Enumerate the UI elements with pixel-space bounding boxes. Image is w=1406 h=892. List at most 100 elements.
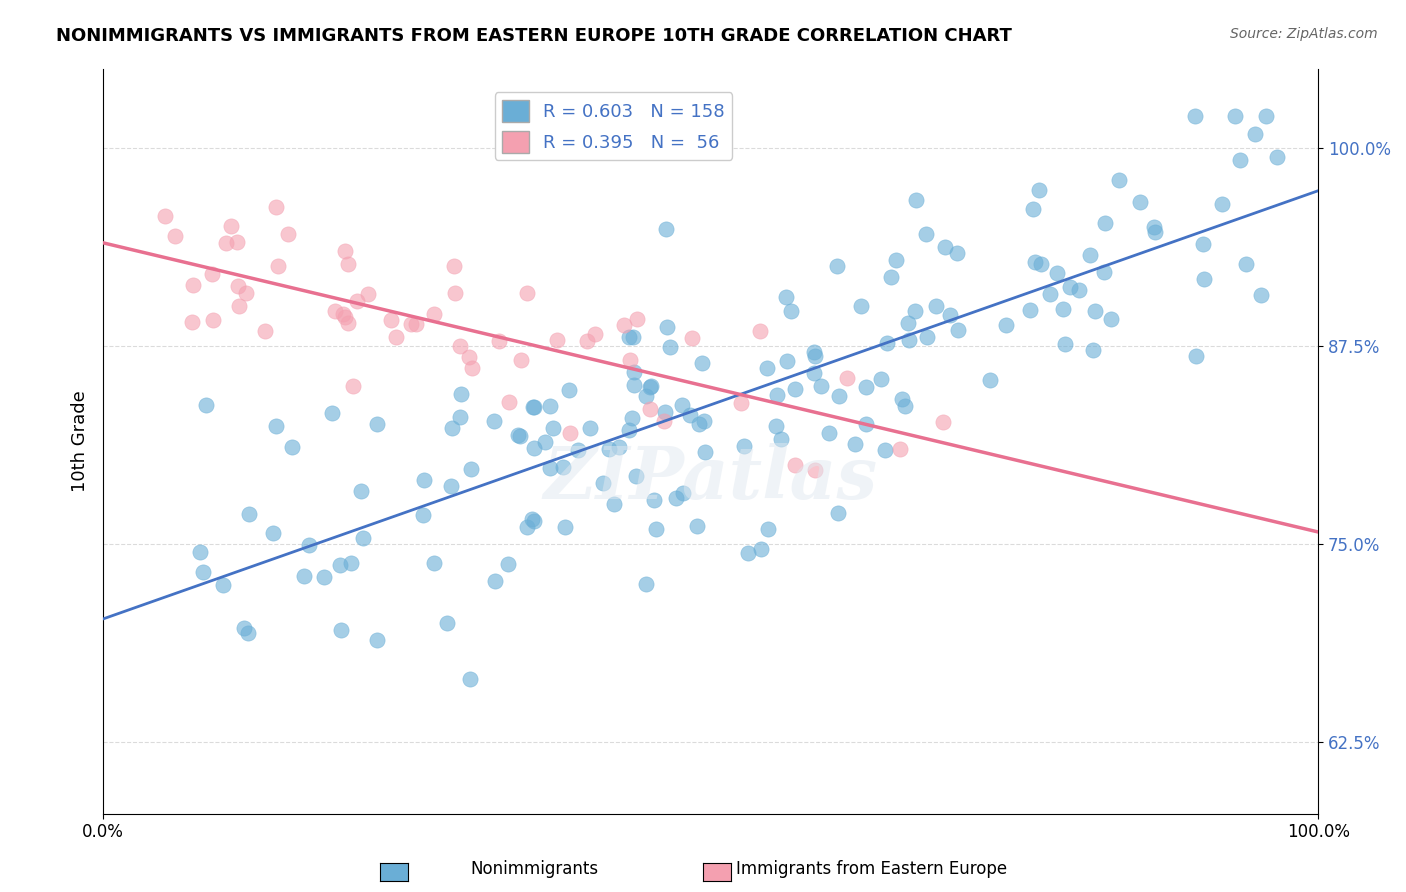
Point bbox=[640, 379, 662, 393]
Point bbox=[523, 441, 546, 455]
Point bbox=[236, 625, 259, 640]
Point bbox=[484, 574, 506, 589]
Point bbox=[844, 437, 866, 451]
Point bbox=[855, 417, 877, 431]
Point bbox=[298, 538, 321, 552]
Point bbox=[461, 361, 484, 376]
Point bbox=[352, 531, 374, 545]
Point bbox=[1099, 311, 1122, 326]
Text: NONIMMIGRANTS VS IMMIGRANTS FROM EASTERN EUROPE 10TH GRADE CORRELATION CHART: NONIMMIGRANTS VS IMMIGRANTS FROM EASTERN… bbox=[56, 27, 1012, 45]
Point bbox=[785, 458, 807, 473]
Point bbox=[1021, 202, 1043, 216]
Point bbox=[904, 304, 927, 318]
Point bbox=[623, 377, 645, 392]
Point bbox=[855, 379, 877, 393]
Point bbox=[1185, 349, 1208, 363]
Point bbox=[553, 459, 575, 474]
Point bbox=[233, 621, 256, 635]
Point bbox=[1108, 173, 1130, 187]
Point bbox=[619, 353, 641, 368]
Point bbox=[780, 304, 803, 318]
Point bbox=[323, 303, 346, 318]
Point bbox=[538, 461, 561, 475]
Point bbox=[541, 420, 564, 434]
Point bbox=[1223, 109, 1246, 123]
Point bbox=[672, 486, 695, 500]
Point bbox=[554, 520, 576, 534]
Point bbox=[638, 380, 661, 394]
Point bbox=[336, 316, 359, 330]
Point bbox=[890, 392, 912, 406]
Point bbox=[1081, 343, 1104, 358]
Point bbox=[443, 286, 465, 301]
Text: Immigrants from Eastern Europe: Immigrants from Eastern Europe bbox=[737, 860, 1007, 878]
Point bbox=[810, 378, 832, 392]
Point bbox=[488, 334, 510, 348]
Point bbox=[264, 418, 287, 433]
Point bbox=[292, 568, 315, 582]
Point bbox=[636, 389, 658, 403]
Point bbox=[509, 429, 531, 443]
Point bbox=[671, 398, 693, 412]
Point bbox=[766, 388, 789, 402]
Point bbox=[215, 235, 238, 250]
Point bbox=[873, 443, 896, 458]
Point bbox=[330, 624, 353, 638]
Point bbox=[880, 269, 903, 284]
Point bbox=[897, 316, 920, 330]
Point bbox=[1019, 302, 1042, 317]
Y-axis label: 10th Grade: 10th Grade bbox=[72, 390, 89, 491]
Point bbox=[748, 324, 770, 338]
Point bbox=[219, 219, 242, 234]
Point bbox=[946, 246, 969, 260]
Point bbox=[607, 440, 630, 454]
Text: ZIPatlas: ZIPatlas bbox=[544, 442, 877, 514]
Point bbox=[803, 345, 825, 359]
Point bbox=[849, 299, 872, 313]
Point bbox=[869, 372, 891, 386]
Point bbox=[776, 354, 799, 368]
Point bbox=[932, 415, 955, 429]
Point bbox=[321, 406, 343, 420]
Point bbox=[592, 476, 614, 491]
Point bbox=[1143, 220, 1166, 235]
Point bbox=[818, 426, 841, 441]
Point bbox=[624, 468, 647, 483]
Point bbox=[350, 483, 373, 498]
Point bbox=[1184, 109, 1206, 123]
Point bbox=[623, 365, 645, 379]
Point bbox=[693, 414, 716, 428]
Point bbox=[412, 508, 434, 522]
Point bbox=[658, 340, 681, 354]
Point bbox=[201, 267, 224, 281]
Point bbox=[496, 557, 519, 571]
Point bbox=[679, 409, 702, 423]
Point bbox=[153, 209, 176, 223]
Point bbox=[340, 556, 363, 570]
Point bbox=[538, 400, 561, 414]
Point bbox=[765, 418, 787, 433]
Point bbox=[332, 308, 354, 322]
Point bbox=[510, 352, 533, 367]
Point bbox=[1029, 257, 1052, 271]
Point bbox=[449, 339, 471, 353]
Point bbox=[617, 423, 640, 437]
Point bbox=[405, 317, 427, 331]
Point bbox=[654, 405, 676, 419]
Point bbox=[228, 299, 250, 313]
Point bbox=[457, 350, 479, 364]
Point bbox=[181, 277, 204, 292]
Point bbox=[621, 330, 644, 344]
Point bbox=[1046, 266, 1069, 280]
Point bbox=[603, 497, 626, 511]
Point bbox=[1052, 302, 1074, 317]
Point bbox=[1250, 288, 1272, 302]
Point bbox=[440, 479, 463, 493]
Point bbox=[884, 252, 907, 267]
Point bbox=[938, 308, 960, 322]
Point bbox=[828, 389, 851, 403]
Point bbox=[925, 299, 948, 313]
Point bbox=[665, 491, 688, 506]
Point bbox=[686, 518, 709, 533]
Point bbox=[226, 235, 249, 250]
